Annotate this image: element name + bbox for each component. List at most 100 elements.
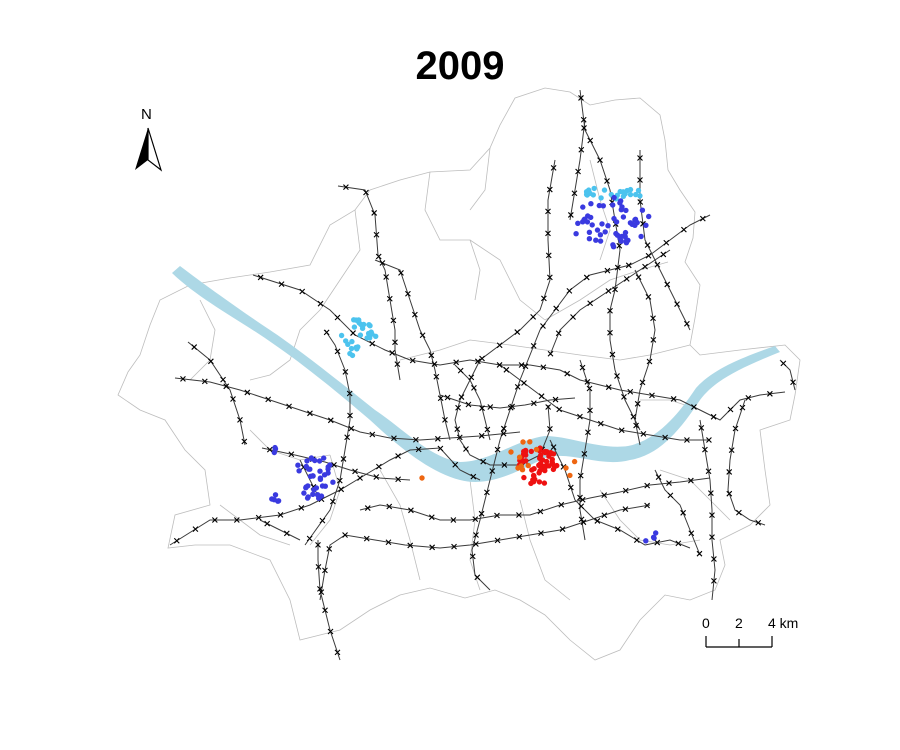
station-marker (577, 494, 583, 501)
station-marker (540, 295, 547, 302)
rail-line (261, 447, 411, 481)
station-marker (540, 323, 546, 329)
station-marker (411, 311, 418, 318)
station-marker (736, 509, 742, 516)
incident-point (639, 207, 646, 213)
station-marker (363, 535, 370, 542)
station-marker (389, 349, 396, 356)
incident-point (605, 223, 611, 229)
station-marker (315, 542, 321, 548)
station-marker (545, 208, 551, 215)
station-marker (680, 509, 687, 516)
station-marker (732, 425, 739, 432)
station-marker (452, 461, 459, 468)
rail-line (559, 369, 786, 421)
incident-point (301, 490, 307, 496)
station-marker (564, 370, 571, 377)
incident-point (537, 463, 543, 469)
station-marker (428, 514, 435, 521)
station-marker (180, 376, 186, 382)
station-marker (509, 403, 516, 410)
rail-line (634, 269, 656, 446)
station-marker (474, 574, 481, 581)
station-marker (395, 476, 402, 483)
rail-line (359, 477, 711, 521)
district-border (379, 469, 421, 581)
station-marker (306, 535, 313, 542)
station-marker (383, 274, 390, 280)
station-marker (173, 537, 180, 544)
rail-line (454, 399, 551, 466)
incident-point (613, 219, 620, 225)
rail-line (174, 377, 521, 441)
incident-point (338, 332, 345, 339)
station-marker (223, 383, 230, 390)
incident-point (643, 222, 649, 228)
station-marker (691, 404, 697, 410)
station-marker (711, 556, 717, 562)
station-marker (454, 426, 461, 432)
station-marker (555, 330, 562, 337)
station-marker (594, 518, 601, 524)
station-marker (503, 366, 510, 373)
station-marker (681, 226, 687, 233)
station-marker (625, 262, 632, 269)
incident-point (567, 472, 573, 479)
station-marker (650, 337, 657, 343)
station-marker (479, 405, 485, 412)
city-boundaries (117, 87, 801, 661)
station-marker (567, 212, 574, 218)
incident-point (330, 479, 336, 485)
incident-point (573, 231, 579, 237)
incident-point (310, 491, 316, 497)
station-marker (405, 290, 411, 297)
incident-point (351, 324, 358, 330)
station-marker (480, 458, 487, 465)
district-border (589, 159, 611, 261)
station-marker (614, 526, 621, 533)
station-marker (494, 446, 501, 453)
station-marker (790, 379, 796, 386)
station-marker (553, 305, 560, 312)
station-marker (726, 490, 733, 497)
map-title: 2009 (415, 44, 505, 88)
station-marker (578, 146, 585, 153)
station-markers (173, 95, 796, 656)
station-marker (545, 252, 552, 259)
station-marker (634, 400, 641, 407)
station-marker (392, 339, 398, 346)
incident-point (550, 451, 557, 457)
incident-point (571, 458, 578, 465)
station-marker (342, 532, 348, 538)
incident-point (313, 485, 320, 491)
incident-point (620, 214, 627, 220)
incident-point (373, 333, 379, 339)
rail-line (699, 419, 716, 601)
incident-point (345, 341, 351, 347)
station-marker (727, 406, 734, 413)
station-marker (474, 358, 481, 365)
station-marker (336, 477, 343, 484)
rail-line (187, 341, 246, 446)
station-marker (570, 314, 576, 320)
station-marker (516, 533, 523, 540)
incident-point (550, 466, 557, 473)
scale-bar (705, 636, 773, 648)
station-marker (470, 473, 477, 480)
incident-point (533, 446, 540, 453)
rail-line (549, 439, 691, 549)
rail-line (304, 329, 351, 546)
incident-point (321, 472, 328, 478)
station-marker (369, 431, 376, 438)
district-border (399, 339, 581, 361)
station-marker (545, 404, 552, 410)
incident-point (588, 201, 594, 207)
incident-point (520, 458, 526, 465)
station-marker (357, 475, 363, 481)
incident-point (271, 449, 277, 456)
incident-point (528, 480, 534, 487)
station-marker (343, 184, 349, 191)
station-marker (550, 444, 557, 451)
station-marker (567, 484, 574, 491)
